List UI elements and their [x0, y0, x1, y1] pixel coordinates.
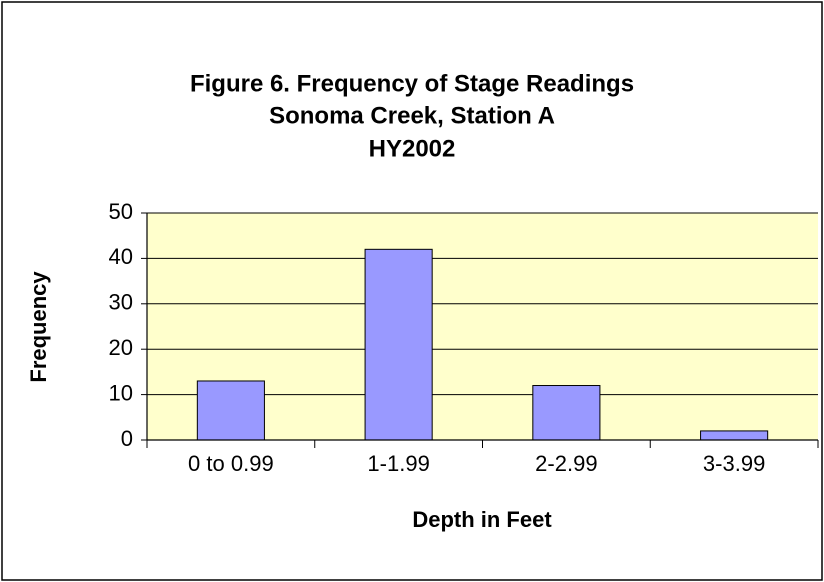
x-axis-title: Depth in Feet — [412, 507, 552, 532]
y-tick-label: 50 — [109, 199, 133, 224]
x-tick-label: 0 to 0.99 — [188, 451, 274, 476]
bar — [700, 430, 769, 441]
bar — [532, 385, 601, 441]
chart-title: Sonoma Creek, Station A — [269, 102, 555, 129]
y-tick-label: 40 — [109, 244, 133, 269]
bar — [196, 380, 265, 441]
y-tick-label: 20 — [109, 335, 133, 360]
y-tick-label: 30 — [109, 290, 133, 315]
chart-title: HY2002 — [369, 135, 456, 162]
y-tick-label: 0 — [121, 426, 133, 451]
bar — [364, 248, 433, 441]
x-tick-label: 1-1.99 — [367, 451, 429, 476]
x-tick-label: 2-2.99 — [535, 451, 597, 476]
chart-title: Figure 6. Frequency of Stage Readings — [190, 70, 634, 97]
x-tick-label: 3-3.99 — [703, 451, 765, 476]
y-axis-title: Frequency — [26, 271, 51, 383]
y-tick-label: 10 — [109, 380, 133, 405]
